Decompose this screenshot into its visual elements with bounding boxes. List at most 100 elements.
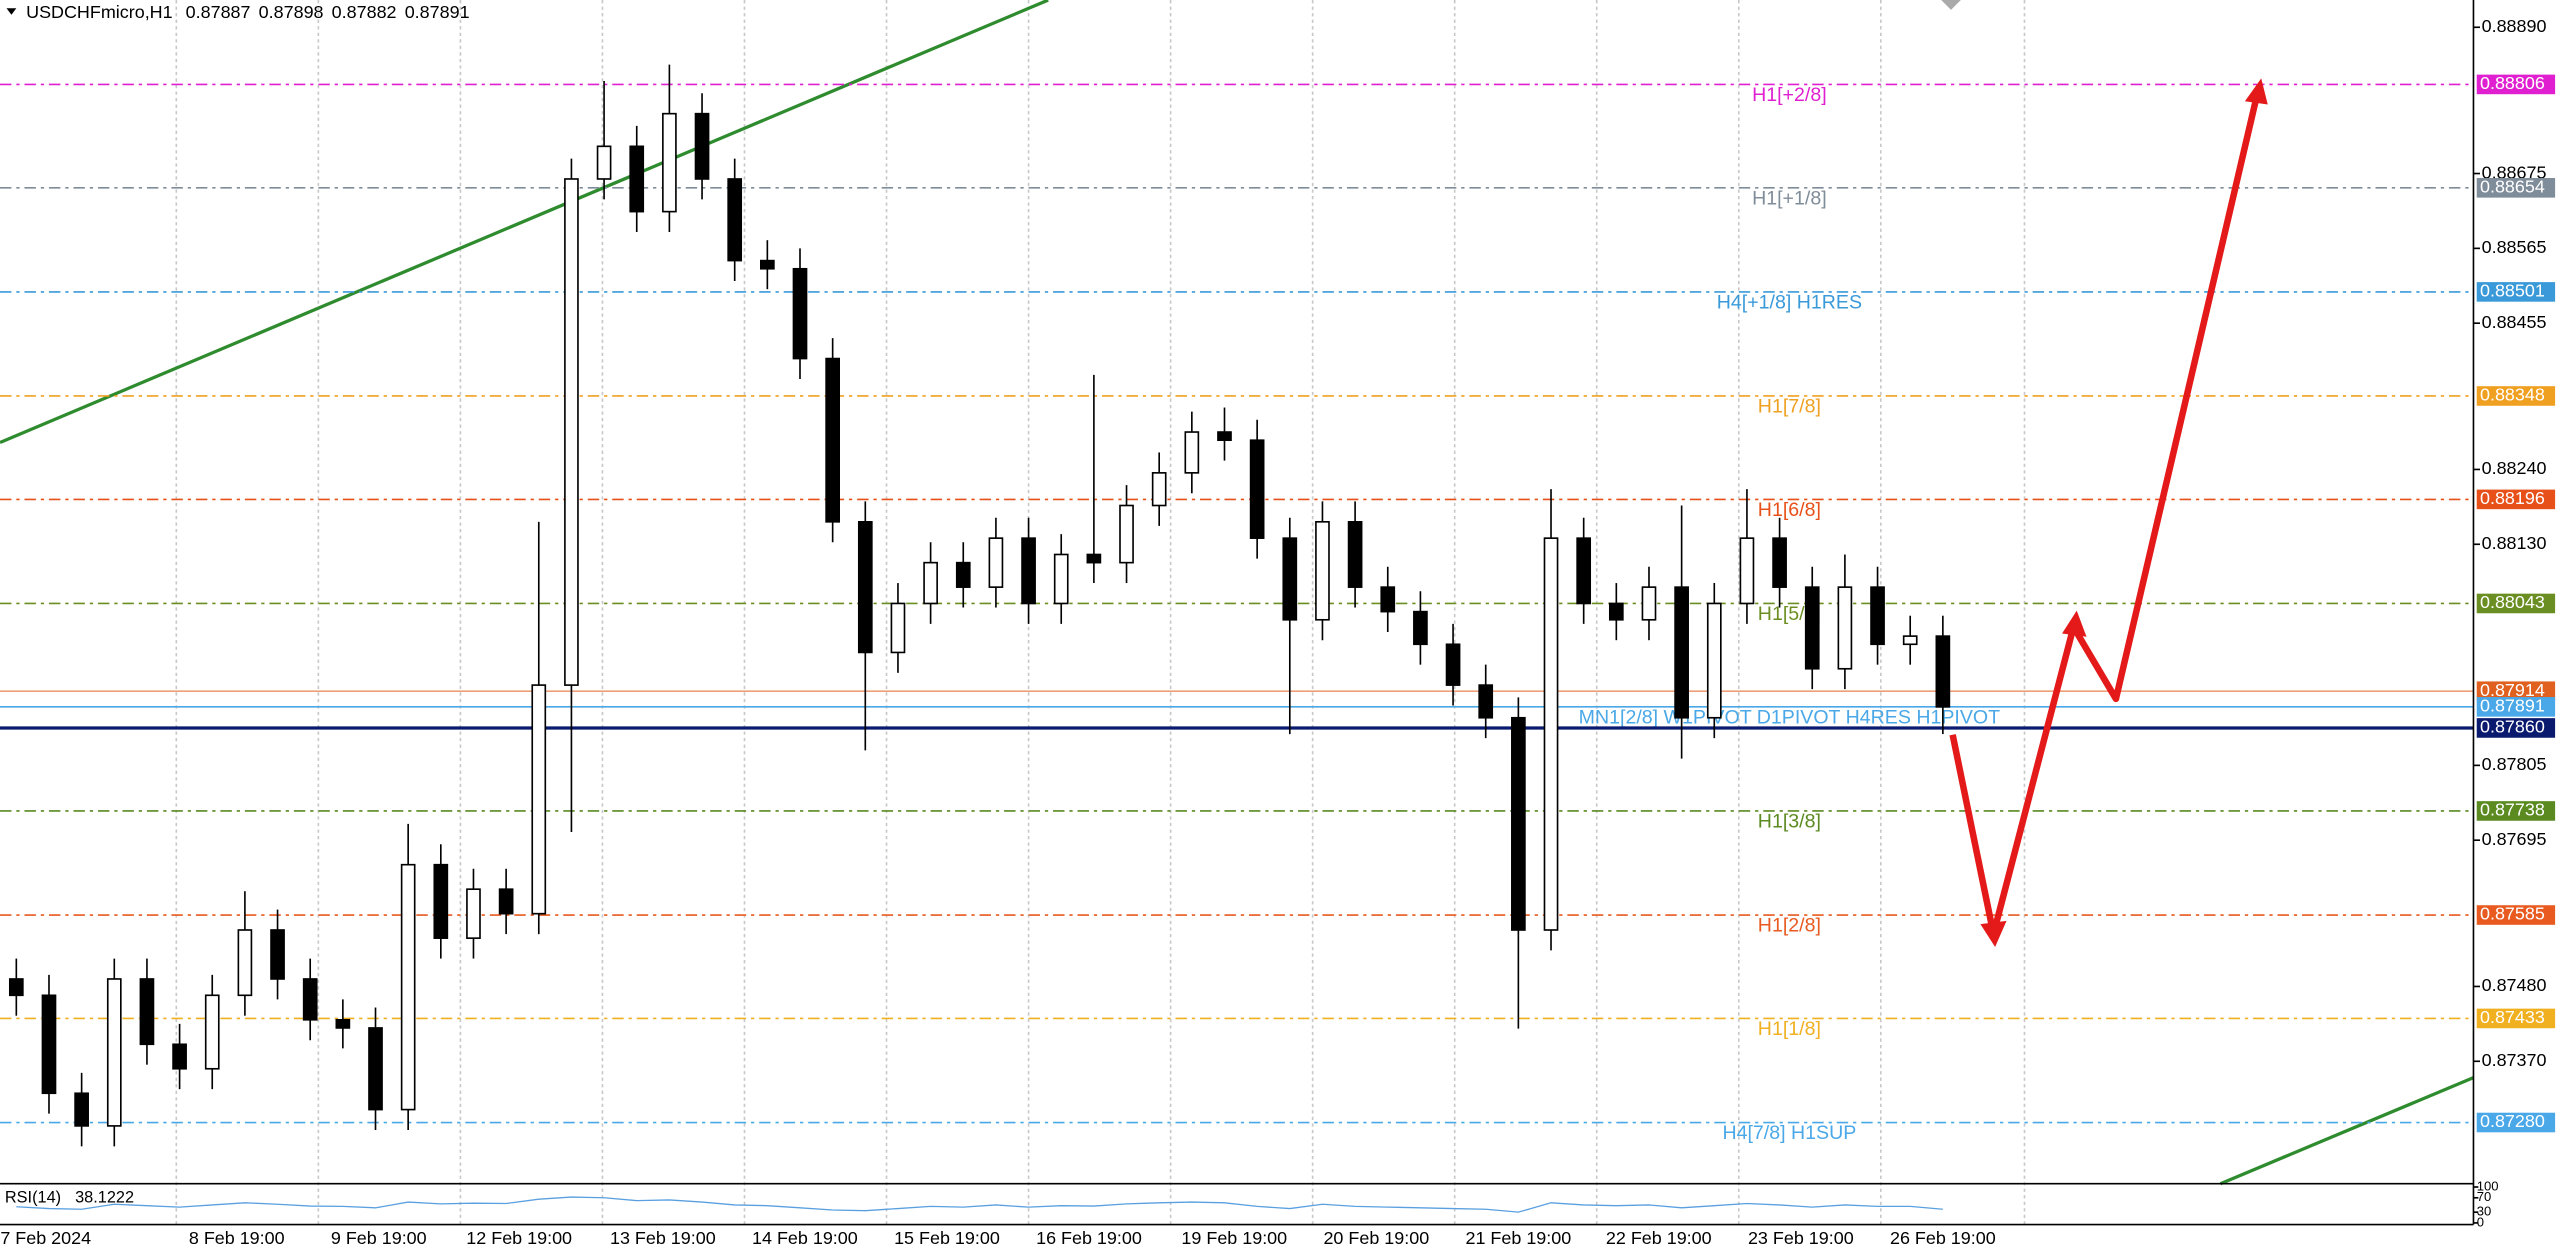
candle-body: [1053, 553, 1069, 605]
candle-body: [1380, 586, 1396, 613]
candle-body: [531, 684, 547, 915]
y-tick-label: 0.87480: [2482, 975, 2547, 995]
price-label: 0.87914: [2480, 680, 2545, 700]
price-label: 0.88196: [2480, 488, 2545, 508]
y-tick-label: 0.88240: [2482, 458, 2547, 478]
candle-body: [106, 978, 122, 1127]
price-label: 0.88654: [2480, 177, 2545, 197]
trend-line: [2219, 1076, 2475, 1186]
rsi-line: [16, 1196, 1943, 1213]
candle-body: [1706, 602, 1722, 719]
y-tick-label: 0.88890: [2482, 16, 2547, 36]
candle-body: [1282, 537, 1298, 621]
rsi-tick-label: 30: [2477, 1204, 2492, 1219]
level-name: H1[7/8]: [1758, 396, 1821, 418]
x-tick-label: 22 Feb 19:00: [1606, 1228, 1712, 1248]
candle-body: [1543, 537, 1559, 931]
candle-body: [1347, 521, 1363, 588]
price-label: 0.87585: [2480, 904, 2545, 924]
price-label-bg: [2476, 697, 2556, 717]
x-tick-label: 26 Feb 19:00: [1890, 1228, 1996, 1248]
ohlc-value: 0.87898: [259, 2, 324, 22]
candle-body: [1739, 537, 1755, 605]
x-tick-label: 15 Feb 19:00: [894, 1228, 1000, 1248]
price-label-bg: [2476, 386, 2556, 406]
candle-body: [237, 929, 253, 997]
candle-body: [1445, 643, 1461, 686]
candle-body: [662, 112, 677, 213]
level-name: H1[6/8]: [1758, 499, 1821, 521]
price-label: 0.88043: [2480, 592, 2545, 612]
candle-body: [1086, 553, 1102, 564]
candle-body: [1021, 537, 1036, 605]
candle-body: [1151, 472, 1167, 507]
ohlc-value: 0.87887: [186, 2, 251, 22]
candle-body: [596, 145, 612, 180]
x-tick-label: 23 Feb 19:00: [1748, 1228, 1854, 1248]
price-label-bg: [2476, 1008, 2556, 1029]
y-tick-label: 0.88565: [2482, 237, 2547, 257]
candle-body: [270, 929, 285, 980]
candle-body: [629, 145, 645, 213]
y-tick-label: 0.87805: [2482, 754, 2547, 774]
candles: [8, 64, 1951, 1147]
symbol: USDCHFmicro,H1: [26, 2, 173, 22]
time-axis: 7 Feb 2024 8 Feb 19:00 9 Feb 19:00 12 Feb 1…: [0, 1228, 1995, 1248]
candle-body: [955, 561, 971, 588]
price-label-bg: [2476, 1112, 2556, 1133]
candle-body: [825, 357, 840, 523]
candle-body: [204, 994, 220, 1070]
price-label-bg: [2476, 489, 2556, 510]
candle-body: [1184, 431, 1200, 474]
level-name: H1[3/8]: [1758, 811, 1821, 833]
candle-body: [1804, 586, 1820, 670]
x-tick-label: 19 Feb 19:00: [1181, 1228, 1287, 1248]
level-name: H1[+1/8]: [1752, 187, 1827, 209]
arrow-head: [2062, 610, 2087, 637]
candle-body: [302, 978, 318, 1021]
rsi-name: RSI(14): [5, 1189, 61, 1207]
candle-body: [172, 1043, 187, 1070]
candle-body: [1674, 586, 1689, 719]
candle-body: [1772, 537, 1787, 588]
candle-body: [466, 888, 481, 939]
level-name: MN1[2/8] W1PIVOT D1PIVOT H4RES H1PIVOT: [1579, 706, 2000, 728]
candle-body: [8, 978, 24, 997]
x-tick-label: 12 Feb 19:00: [466, 1228, 572, 1248]
price-label: 0.87280: [2480, 1111, 2545, 1131]
candle-body: [335, 1018, 351, 1029]
candle-body: [1119, 504, 1134, 564]
candle-body: [1511, 716, 1526, 931]
ohlc-value: 0.87882: [332, 2, 397, 22]
candle-body: [988, 537, 1004, 588]
x-tick-label: 16 Feb 19:00: [1036, 1228, 1142, 1248]
candle-body: [694, 112, 710, 180]
x-tick-label: 20 Feb 19:00: [1323, 1228, 1429, 1248]
price-label: 0.87891: [2480, 696, 2545, 716]
price-label-bg: [2476, 282, 2556, 302]
candle-body: [1413, 610, 1428, 646]
candle-body: [74, 1092, 89, 1127]
candle-body: [41, 994, 57, 1095]
candle-body: [498, 888, 514, 915]
grid: [175, 0, 2026, 1225]
y-tick-label: 0.87370: [2482, 1050, 2547, 1070]
candle-body: [433, 863, 449, 939]
x-tick-label: 8 Feb 19:00: [189, 1228, 285, 1248]
candle-body: [1217, 431, 1232, 442]
candle-body: [564, 178, 579, 686]
rsi-tick-label: 0: [2477, 1214, 2484, 1229]
candle-body: [792, 267, 808, 360]
candle-body: [1608, 602, 1624, 621]
arrow-head: [1980, 920, 2007, 947]
candle-body: [1870, 586, 1885, 646]
level-name: H1[2/8]: [1758, 915, 1821, 937]
candle-body: [857, 521, 873, 654]
candle-body: [1478, 684, 1494, 719]
candle-body: [890, 602, 906, 654]
level-name: H4[7/8] H1SUP: [1722, 1122, 1856, 1144]
marker: [1941, 0, 1961, 10]
x-tick-label: 21 Feb 19:00: [1466, 1228, 1572, 1248]
candle-body: [727, 178, 743, 262]
candle-body: [368, 1027, 383, 1111]
